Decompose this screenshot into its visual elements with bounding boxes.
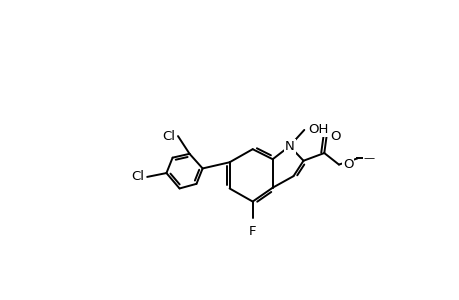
Text: O: O xyxy=(342,158,353,171)
Text: OH: OH xyxy=(308,123,328,136)
Text: Cl: Cl xyxy=(162,130,174,142)
Text: —: — xyxy=(363,153,374,164)
Text: N: N xyxy=(284,140,294,153)
Text: O: O xyxy=(330,130,340,142)
Text: Cl: Cl xyxy=(131,170,144,183)
Text: F: F xyxy=(248,225,256,238)
